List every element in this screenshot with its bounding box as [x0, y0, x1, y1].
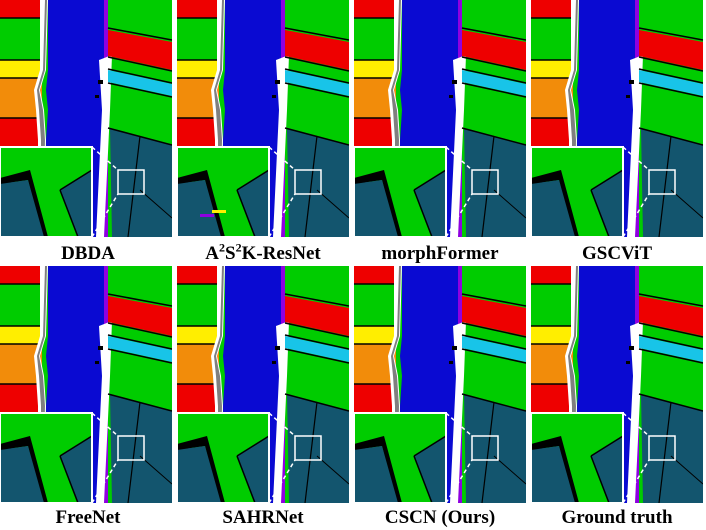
caption-cscn: CSCN (Ours): [384, 507, 496, 528]
caption-a2s2k-resnet: A2S2K-ResNet: [205, 240, 321, 264]
caption-ground-truth: Ground truth: [561, 507, 673, 528]
map-panel-a2s2k-resnet: [177, 0, 349, 237]
map-panel-dbda: [0, 0, 172, 237]
map-panel-cscn: [354, 266, 526, 503]
caption-gscvit: GSCViT: [581, 243, 653, 264]
caption-morphformer: morphFormer: [381, 243, 499, 264]
caption-dbda: DBDA: [61, 243, 115, 264]
map-panel-morphformer: [354, 0, 526, 237]
caption-freenet: FreeNet: [55, 507, 121, 528]
map-panel-sahrnet: [177, 266, 349, 503]
map-panel-ground-truth: [531, 266, 703, 503]
map-panel-freenet: [0, 266, 172, 503]
map-panel-gscvit: [531, 0, 703, 237]
caption-sahrnet: SAHRNet: [222, 507, 304, 528]
